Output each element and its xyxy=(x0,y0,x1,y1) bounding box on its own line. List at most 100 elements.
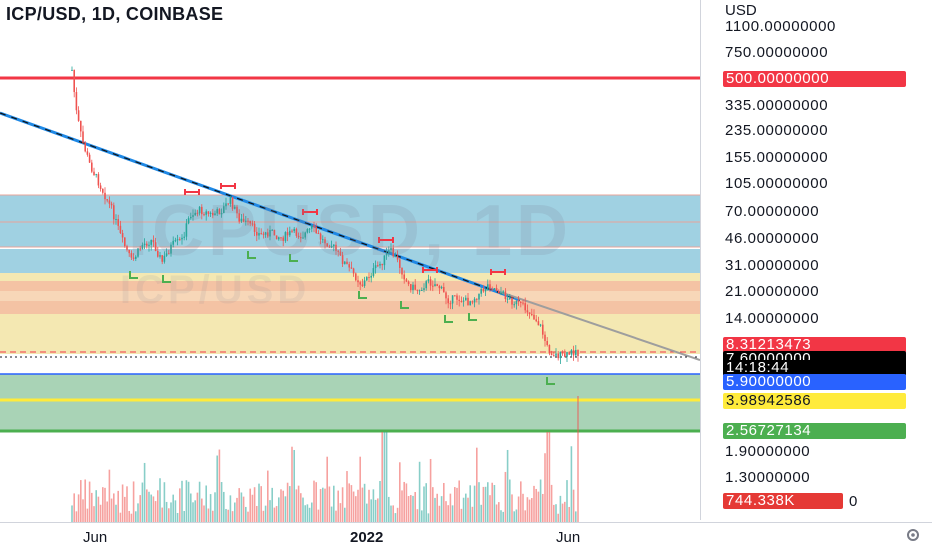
candle-body xyxy=(520,301,522,303)
volume-bar xyxy=(207,508,210,522)
volume-bar xyxy=(462,497,465,522)
volume-bar xyxy=(438,505,441,522)
volume-bar xyxy=(163,482,166,522)
candle-body xyxy=(251,223,254,225)
candle-body xyxy=(165,253,168,256)
candle-body xyxy=(502,291,504,293)
volume-bar xyxy=(528,499,531,522)
swing-low-marker xyxy=(358,291,367,299)
volume-bar xyxy=(229,495,232,522)
volume-bar xyxy=(388,496,390,522)
trendline-extension[interactable] xyxy=(499,291,700,361)
candle-body xyxy=(297,235,300,238)
time-axis[interactable]: Jun 2022 Jun xyxy=(0,522,932,550)
volume-bar xyxy=(132,481,135,522)
volume-bar xyxy=(264,505,267,522)
volume-bar xyxy=(502,511,504,522)
candle-body xyxy=(271,229,273,231)
candle-body xyxy=(256,231,258,236)
candle-body xyxy=(240,218,243,222)
volume-bar xyxy=(377,498,379,522)
zone-orange-2 xyxy=(0,291,700,301)
settings-gear-icon[interactable] xyxy=(902,525,924,545)
candle-body xyxy=(227,203,229,205)
volume-bar xyxy=(242,496,245,522)
swing-high-marker xyxy=(220,183,236,189)
volume-bar xyxy=(300,493,302,522)
volume-bar xyxy=(220,482,223,522)
candle-body xyxy=(383,255,386,266)
volume-bar xyxy=(531,498,533,522)
volume-bar xyxy=(370,499,372,522)
volume-bar xyxy=(71,505,73,522)
candle-body xyxy=(216,209,218,214)
candle-body xyxy=(438,286,441,289)
volume-bar xyxy=(86,508,89,522)
volume-bar xyxy=(410,495,412,522)
candle-body xyxy=(557,353,559,359)
candle-body xyxy=(280,237,282,239)
volume-bar xyxy=(286,482,289,522)
volume-bar xyxy=(390,505,392,522)
volume-bar xyxy=(460,508,463,522)
volume-bar xyxy=(256,505,258,522)
candle-body xyxy=(337,250,339,252)
candle-body xyxy=(88,154,91,163)
candle-body xyxy=(480,288,482,294)
candle-body xyxy=(489,284,491,290)
volume-bar xyxy=(524,510,526,522)
candle-body xyxy=(236,206,238,214)
volume-bar xyxy=(170,502,172,522)
volume-bar xyxy=(504,471,507,522)
volume-bar xyxy=(414,492,416,522)
volume-bar xyxy=(317,509,320,522)
price-tick: 70.00000000 xyxy=(725,203,820,220)
time-tick-jun-2: Jun xyxy=(556,529,581,546)
price-axis[interactable]: USD 1100.00000000 750.00000000 500.00000… xyxy=(700,0,932,520)
candle-body xyxy=(493,288,496,290)
candle-body xyxy=(341,255,344,264)
candle-body xyxy=(93,171,95,176)
candle-body xyxy=(84,142,86,152)
volume-bar xyxy=(522,493,524,522)
volume-bar xyxy=(198,481,201,522)
candle-body xyxy=(379,263,381,266)
candle-body xyxy=(319,233,322,240)
price-tick: 14.00000000 xyxy=(725,310,820,327)
candle-body xyxy=(517,300,520,302)
volume-bar xyxy=(476,447,478,522)
volume-bar xyxy=(423,486,425,522)
volume-bar xyxy=(535,488,537,522)
zone-blue-lower xyxy=(0,249,700,273)
candle-body xyxy=(273,229,276,236)
volume-bar xyxy=(168,508,170,522)
candle-body xyxy=(289,230,291,236)
candle-body xyxy=(95,174,97,176)
volume-bar xyxy=(102,487,104,522)
candle-body xyxy=(183,236,185,238)
candle-body xyxy=(242,218,245,222)
candle-body xyxy=(344,261,346,264)
candle-body xyxy=(174,240,177,242)
price-chart[interactable] xyxy=(0,0,700,550)
candle-body xyxy=(150,239,152,245)
volume-bar xyxy=(412,495,414,522)
volume-bar xyxy=(493,485,496,522)
candle-body xyxy=(368,277,370,279)
volume-bar xyxy=(564,501,566,522)
volume-bar xyxy=(429,458,432,522)
support-blue-price-label: 5.90000000 xyxy=(723,374,906,390)
candle-body xyxy=(524,303,526,311)
volume-bar xyxy=(161,507,163,522)
volume-bar xyxy=(234,502,236,522)
chart-area[interactable]: ICPUSD, 1D ICP/USD ICP/USD, 1D, COINBASE xyxy=(0,0,700,550)
volume-bar xyxy=(333,485,335,522)
candle-body xyxy=(137,248,139,257)
candle-body xyxy=(225,203,227,207)
candle-body xyxy=(159,255,161,257)
volume-bar xyxy=(306,504,309,522)
candle-body xyxy=(484,289,487,292)
candle-body xyxy=(192,215,194,217)
swing-high-marker xyxy=(378,237,394,243)
candle-body xyxy=(509,297,511,299)
